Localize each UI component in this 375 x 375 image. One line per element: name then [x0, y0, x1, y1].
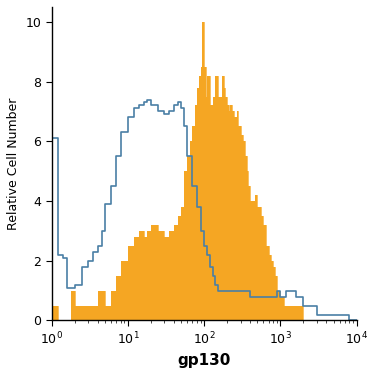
X-axis label: gp130: gp130 [177, 353, 231, 368]
Y-axis label: Relative Cell Number: Relative Cell Number [7, 98, 20, 230]
